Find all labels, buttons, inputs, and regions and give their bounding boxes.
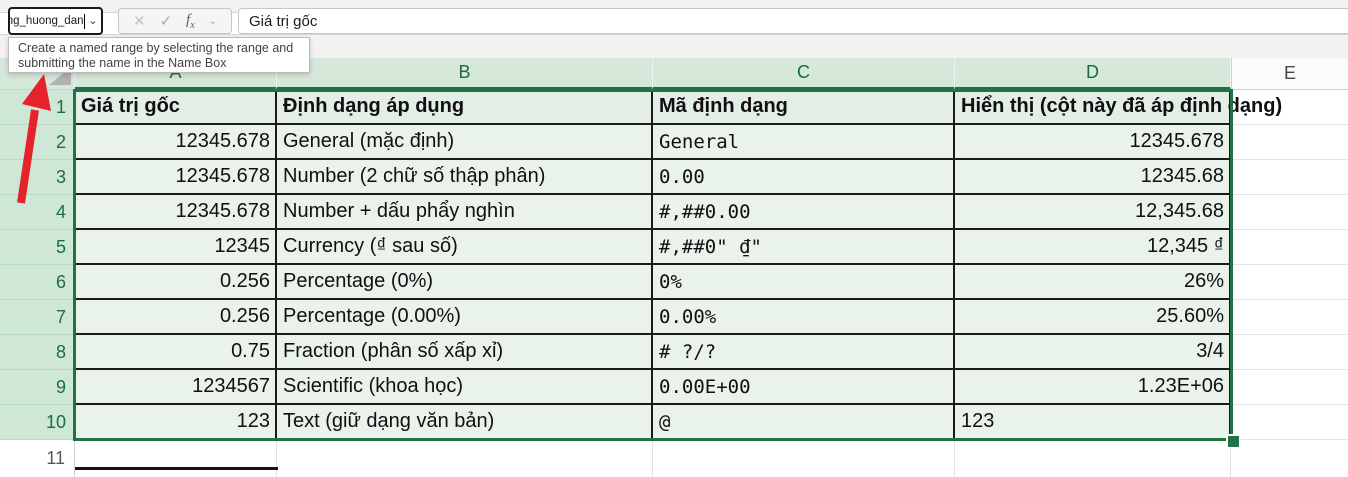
row-header-3[interactable]: 3	[0, 160, 75, 195]
text-caret	[83, 13, 85, 29]
row-header-6[interactable]: 6	[0, 265, 75, 300]
cell-d10[interactable]: 123	[955, 405, 1231, 440]
cell-c1[interactable]: Mã định dạng	[653, 90, 955, 125]
cell-b8[interactable]: Fraction (phân số xấp xỉ)	[277, 335, 653, 370]
fill-handle[interactable]	[1226, 434, 1241, 449]
formula-bar-value: Giá trị gốc	[249, 12, 318, 30]
cell-a2[interactable]: 12345.678	[75, 125, 277, 160]
formula-bar-input[interactable]: Giá trị gốc	[238, 8, 1348, 34]
cell-b3[interactable]: Number (2 chữ số thập phân)	[277, 160, 653, 195]
cell-e3[interactable]	[1231, 160, 1348, 195]
cell-c5[interactable]: #,##0" ₫"	[653, 230, 955, 265]
cell-e9[interactable]	[1231, 370, 1348, 405]
cell-a8[interactable]: 0.75	[75, 335, 277, 370]
cell-d8[interactable]: 3/4	[955, 335, 1231, 370]
cell-b1[interactable]: Định dạng áp dụng	[277, 90, 653, 125]
cell-c3[interactable]: 0.00	[653, 160, 955, 195]
cell-a10[interactable]: 123	[75, 405, 277, 440]
cell-e11[interactable]	[1231, 440, 1348, 477]
cell-d11[interactable]	[955, 440, 1231, 477]
cell-d2[interactable]: 12345.678	[955, 125, 1231, 160]
tooltip-line-2: submitting the name in the Name Box	[18, 56, 227, 70]
cell-e8[interactable]	[1231, 335, 1348, 370]
row-header-11[interactable]: 11	[0, 440, 75, 477]
cell-a1[interactable]: Giá trị gốc	[75, 90, 277, 125]
cell-d7[interactable]: 25.60%	[955, 300, 1231, 335]
name-box[interactable]: bang_huong_dan ⌄	[8, 7, 103, 35]
cell-a5[interactable]: 12345	[75, 230, 277, 265]
row-header-10[interactable]: 10	[0, 405, 75, 440]
cell-e6[interactable]	[1231, 265, 1348, 300]
cell-e5[interactable]	[1231, 230, 1348, 265]
cell-a4[interactable]: 12345.678	[75, 195, 277, 230]
cell-b4[interactable]: Number + dấu phẩy nghìn	[277, 195, 653, 230]
cell-a11-bottom-border	[75, 467, 278, 470]
cell-b11[interactable]	[277, 440, 653, 477]
name-box-dropdown-icon[interactable]: ⌄	[88, 15, 98, 27]
cell-e1[interactable]	[1231, 90, 1348, 125]
cell-d6[interactable]: 26%	[955, 265, 1231, 300]
cell-b5[interactable]: Currency (₫ sau số)	[277, 230, 653, 265]
cell-b2[interactable]: General (mặc định)	[277, 125, 653, 160]
cell-d1[interactable]: Hiển thị (cột này đã áp định dạng)	[955, 90, 1282, 125]
fx-dropdown-icon[interactable]: ⌄	[208, 15, 217, 27]
cell-c8[interactable]: # ?/?	[653, 335, 955, 370]
cell-d5[interactable]: 12,345 ₫	[955, 230, 1231, 265]
column-header-d[interactable]: D	[955, 58, 1231, 90]
cell-c11[interactable]	[653, 440, 955, 477]
column-header-e[interactable]: E	[1231, 58, 1348, 90]
row-header-1[interactable]: 1	[0, 90, 75, 125]
row-header-9[interactable]: 9	[0, 370, 75, 405]
cell-d3[interactable]: 12345.68	[955, 160, 1231, 195]
cell-c6[interactable]: 0%	[653, 265, 955, 300]
sheet-grid: A B C D E 1 Giá trị gốc Định dạng áp dụn…	[0, 58, 1348, 477]
column-header-b[interactable]: B	[277, 58, 653, 90]
cell-a11[interactable]	[75, 440, 277, 477]
cell-e7[interactable]	[1231, 300, 1348, 335]
cell-d9[interactable]: 1.23E+06	[955, 370, 1231, 405]
formula-buttons-group: ✕ ✓ fx ⌄	[118, 8, 232, 34]
cell-c4[interactable]: #,##0.00	[653, 195, 955, 230]
row-header-8[interactable]: 8	[0, 335, 75, 370]
formula-toolbar: bang_huong_dan ⌄ ✕ ✓ fx ⌄ Giá trị gốc	[0, 0, 1348, 58]
cancel-icon[interactable]: ✕	[132, 13, 146, 30]
cell-c9[interactable]: 0.00E+00	[653, 370, 955, 405]
cell-b9[interactable]: Scientific (khoa học)	[277, 370, 653, 405]
cell-c10[interactable]: @	[653, 405, 955, 440]
row-header-7[interactable]: 7	[0, 300, 75, 335]
cell-e4[interactable]	[1231, 195, 1348, 230]
cell-b10[interactable]: Text (giữ dạng văn bản)	[277, 405, 653, 440]
cell-e2[interactable]	[1231, 125, 1348, 160]
cell-c2[interactable]: General	[653, 125, 955, 160]
insert-function-icon[interactable]: fx	[186, 11, 195, 31]
cell-b7[interactable]: Percentage (0.00%)	[277, 300, 653, 335]
cell-d4[interactable]: 12,345.68	[955, 195, 1231, 230]
cell-a6[interactable]: 0.256	[75, 265, 277, 300]
name-box-input[interactable]: bang_huong_dan	[10, 15, 84, 27]
cell-c7[interactable]: 0.00%	[653, 300, 955, 335]
name-box-tooltip: Create a named range by selecting the ra…	[8, 37, 310, 73]
row-header-4[interactable]: 4	[0, 195, 75, 230]
tooltip-line-1: Create a named range by selecting the ra…	[18, 41, 294, 55]
cell-b6[interactable]: Percentage (0%)	[277, 265, 653, 300]
column-header-c[interactable]: C	[653, 58, 955, 90]
cell-e10[interactable]	[1231, 405, 1348, 440]
enter-icon[interactable]: ✓	[159, 13, 173, 30]
row-header-5[interactable]: 5	[0, 230, 75, 265]
cell-a3[interactable]: 12345.678	[75, 160, 277, 195]
cell-a9[interactable]: 1234567	[75, 370, 277, 405]
cell-a7[interactable]: 0.256	[75, 300, 277, 335]
row-header-2[interactable]: 2	[0, 125, 75, 160]
